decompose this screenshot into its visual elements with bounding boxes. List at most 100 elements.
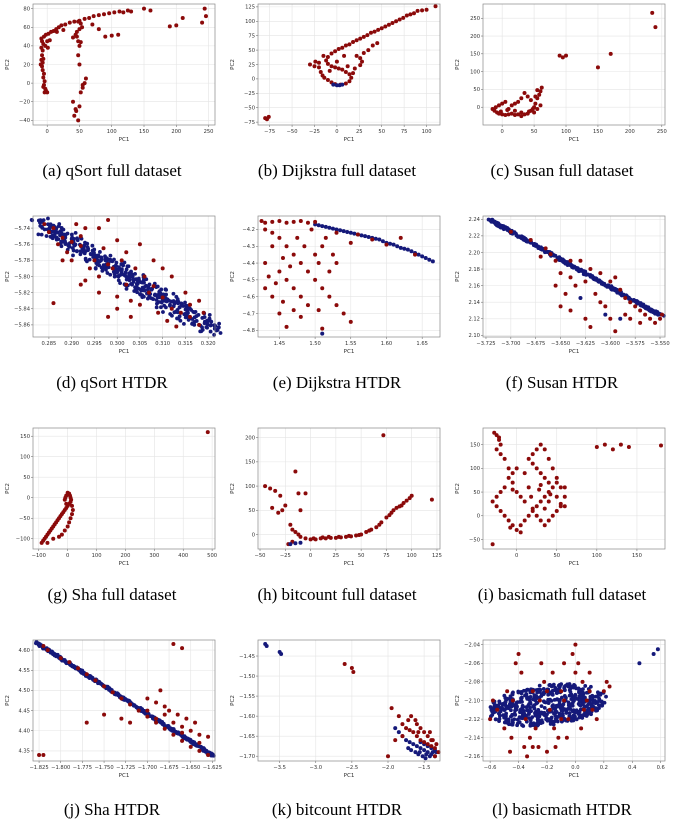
band-point [521, 236, 526, 241]
data-point [509, 111, 514, 116]
data-point [352, 66, 357, 71]
band-point [495, 223, 500, 228]
data-point [400, 734, 405, 739]
x-tick-label: 50 [553, 553, 560, 559]
cloud-point [556, 687, 561, 692]
data-point [323, 224, 328, 229]
x-tick-label: −3.0 [309, 765, 322, 771]
data-point [537, 698, 542, 703]
y-tick-label: −4.6 [242, 294, 255, 300]
data-point [550, 466, 555, 471]
data-point [637, 661, 642, 666]
data-point [313, 219, 318, 224]
data-point [391, 242, 396, 247]
data-point [323, 536, 328, 541]
data-point [578, 258, 583, 263]
panel-bitcount-full: −50 −25 0 25 50 75 100 125 0 50 100 150 200 PC1 PC2 (h… [228, 424, 446, 624]
data-point [519, 110, 524, 115]
data-point [124, 250, 129, 255]
data-point [568, 308, 573, 313]
plot-area [258, 216, 440, 337]
caption-basicmath-full: (i) basicmath full dataset [477, 585, 647, 604]
data-point [374, 525, 379, 530]
data-point [165, 318, 170, 323]
data-point [109, 33, 114, 38]
cloud-point [597, 706, 601, 711]
cloud-point [510, 703, 515, 708]
data-point [145, 714, 150, 719]
band-point [52, 232, 57, 237]
data-point [78, 90, 83, 95]
data-point [291, 252, 296, 257]
data-point [284, 324, 289, 329]
band-point [153, 292, 157, 297]
data-point [37, 752, 42, 757]
data-point [490, 698, 495, 703]
band-point [54, 235, 59, 240]
data-point [525, 754, 530, 759]
data-point [514, 490, 519, 495]
data-point [562, 504, 567, 509]
data-point [83, 278, 88, 283]
band-point [115, 269, 120, 274]
data-point [496, 103, 501, 108]
data-point [573, 670, 578, 675]
data-point [313, 277, 318, 282]
data-point [331, 82, 336, 87]
data-point [423, 756, 428, 761]
data-point [334, 261, 339, 266]
y-tick-label: 200 [470, 34, 480, 40]
y-tick-label: −40 [19, 118, 30, 124]
data-point [558, 485, 563, 490]
data-point [412, 11, 416, 16]
data-point [432, 754, 437, 759]
data-point [330, 252, 335, 257]
data-point [41, 752, 46, 757]
data-point [397, 17, 402, 22]
panel-sha-full: −100 0 100 200 300 400 500 −100 −50 0 50 100 150 PC1 P… [3, 424, 221, 624]
band-point [618, 292, 623, 296]
data-point [64, 501, 69, 506]
y-tick-label: −4.3 [242, 244, 255, 250]
data-point [72, 19, 77, 24]
cloud-point [521, 709, 526, 713]
plot-area [483, 428, 665, 549]
data-point [180, 724, 185, 729]
data-point [526, 513, 531, 518]
x-tick-label: 200 [171, 129, 181, 135]
data-point [41, 75, 46, 80]
data-point [430, 259, 435, 264]
data-point [416, 252, 421, 257]
data-point [188, 728, 193, 733]
x-tick-label: −1.625 [203, 765, 222, 771]
band-point [186, 318, 191, 322]
data-point [334, 230, 339, 235]
band-point [642, 304, 647, 309]
data-point [562, 485, 567, 490]
cloud-point [517, 720, 522, 725]
data-point [516, 112, 521, 117]
band-point [177, 305, 182, 310]
data-point [583, 316, 588, 321]
y-tick-label: 2.12 [468, 317, 480, 323]
cloud-point [536, 687, 541, 692]
scatter-bitcount-htdr: −3.5 −3.0 −2.5 −2.0 −1.5 −1.70 −1.65 −1.60 −1.55… [230, 639, 441, 779]
data-point [103, 34, 108, 39]
data-point [607, 684, 612, 689]
band-point [164, 292, 168, 297]
data-point [655, 647, 660, 652]
y-tick-label: 100 [20, 455, 30, 461]
data-point [326, 534, 331, 539]
data-point [394, 19, 399, 24]
data-point [291, 308, 296, 313]
data-point [334, 59, 339, 64]
data-point [379, 26, 384, 31]
x-tick-label: 0.315 [178, 341, 193, 347]
data-point [359, 233, 364, 238]
cloud-point [504, 714, 508, 718]
data-point [77, 62, 82, 67]
cloud-point [599, 699, 604, 704]
data-point [333, 65, 338, 70]
x-tick-label: 0.320 [201, 341, 216, 347]
x-axis-label: PC1 [119, 773, 130, 779]
